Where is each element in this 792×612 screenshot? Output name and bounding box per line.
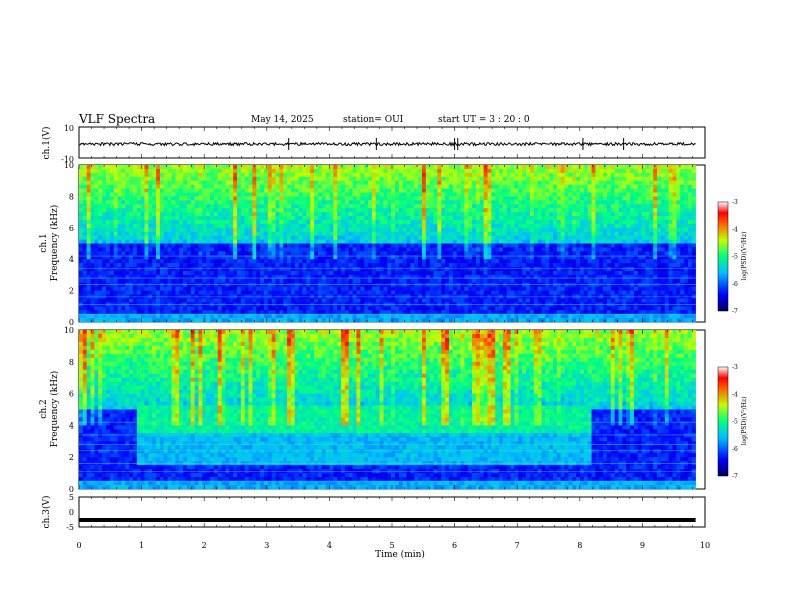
- y-tick-label: 4: [69, 421, 74, 430]
- x-tick-label: 4: [327, 541, 332, 550]
- colorbar-tick-label: -3: [732, 199, 738, 206]
- x-tick-label: 6: [452, 541, 457, 550]
- y-tick-label: 0: [69, 508, 74, 517]
- start-time-label: start UT = 3 : 20 : 0: [438, 115, 530, 125]
- x-tick-label: 9: [640, 541, 645, 550]
- ch1-spectrogram: [79, 165, 696, 323]
- ch1-spec-ylabel-line2: Frequency (kHz): [49, 205, 60, 282]
- colorbar-tick-label: -3: [732, 364, 738, 371]
- date-label: May 14, 2025: [251, 115, 314, 125]
- plot-title: VLF Spectra: [79, 112, 156, 126]
- y-tick-label: 10: [64, 326, 74, 335]
- colorbar-tick-label: -5: [732, 254, 738, 261]
- x-axis-label: Time (min): [375, 549, 425, 560]
- ch3-ylabel: ch.3(V): [41, 496, 52, 529]
- y-tick-label: 2: [69, 287, 74, 296]
- x-tick-label: 3: [264, 541, 269, 550]
- x-tick-labels: 0 1 2 3 4 5 6 7 8 9 10: [76, 541, 710, 550]
- ch2-spectrogram: [79, 330, 696, 490]
- colorbar-tick-label: -4: [732, 391, 738, 398]
- y-tick-label: 0: [69, 485, 74, 494]
- y-tick-label: -5: [66, 523, 74, 532]
- ch1-ylabel: ch.1(V): [41, 127, 52, 160]
- colorbar-tick-label: -5: [732, 419, 738, 426]
- colorbar-tick-label: -6: [732, 281, 738, 288]
- y-tick-label: 10: [64, 161, 74, 170]
- x-tick-label: 7: [515, 541, 520, 550]
- colorbar-tick-label: -6: [732, 446, 738, 453]
- y-tick-label: 5: [69, 493, 74, 502]
- y-tick-label: 2: [69, 453, 74, 462]
- y-tick-label: 8: [69, 192, 74, 201]
- ch1-colorbar-label: log(PSD)(V²/Hz): [741, 232, 748, 281]
- y-tick-label: 4: [69, 255, 74, 264]
- y-tick-label: 6: [69, 224, 74, 233]
- ch1-spec-ylabel-line1: ch.1: [39, 233, 49, 252]
- ch1-waveform-trace: [78, 141, 696, 147]
- x-tick-label: 10: [700, 541, 710, 550]
- ch2-colorbar: [717, 366, 729, 477]
- y-tick-label: 10: [64, 124, 74, 133]
- ch2-colorbar-label: log(PSD)(V²/Hz): [741, 397, 748, 446]
- ch2-spec-ylabel-line1: ch.2: [39, 399, 49, 418]
- colorbar-tick-label: -7: [732, 308, 738, 315]
- x-tick-label: 0: [76, 541, 81, 550]
- station-label: station= OUI: [343, 115, 404, 125]
- colorbar-tick-label: -4: [732, 226, 738, 233]
- y-tick-label: 8: [69, 358, 74, 367]
- colorbar-tick-label: -7: [732, 473, 738, 480]
- y-tick-label: 6: [69, 390, 74, 399]
- colorbar-tick-labels: -3 -4 -5 -6 -7 -3 -4 -5 -6 -7: [732, 199, 738, 480]
- x-tick-label: 5: [389, 541, 394, 550]
- tick-marks: [78, 127, 706, 527]
- ch2-spec-ylabel-line2: Frequency (kHz): [49, 371, 60, 448]
- ch1-spikes: [288, 138, 625, 151]
- x-tick-label: 2: [202, 541, 207, 550]
- ch1-colorbar: [717, 201, 729, 312]
- x-tick-label: 8: [577, 541, 582, 550]
- x-tick-label: 1: [139, 541, 144, 550]
- ch3-waveform-frame: [78, 496, 706, 528]
- y-tick-label: 0: [69, 318, 74, 327]
- y-tick-label: -10: [61, 155, 74, 164]
